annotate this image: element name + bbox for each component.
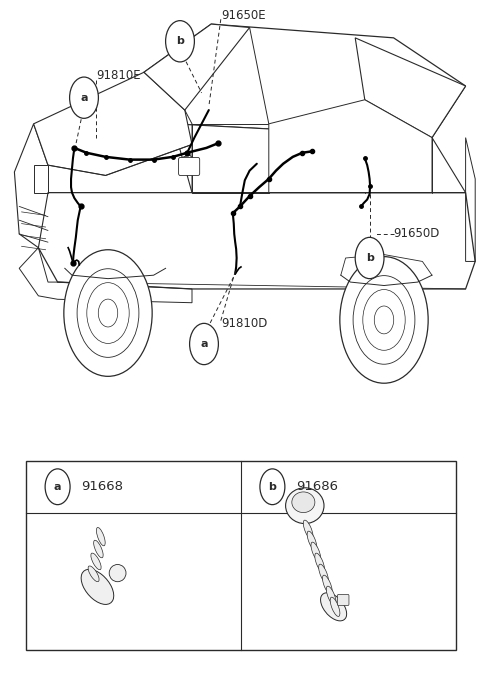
Text: 91686: 91686 [297, 480, 338, 493]
Circle shape [190, 323, 218, 365]
Text: b: b [366, 253, 373, 263]
Polygon shape [34, 72, 192, 175]
Circle shape [87, 283, 129, 343]
Circle shape [340, 257, 428, 383]
Ellipse shape [96, 528, 105, 546]
Polygon shape [144, 24, 250, 110]
Text: 91650E: 91650E [221, 9, 265, 21]
Polygon shape [98, 507, 115, 532]
Circle shape [77, 269, 139, 357]
Polygon shape [466, 138, 475, 261]
Circle shape [166, 21, 194, 62]
Polygon shape [269, 100, 432, 193]
Circle shape [363, 290, 405, 350]
Circle shape [374, 306, 394, 334]
Circle shape [45, 469, 70, 505]
Text: b: b [268, 482, 276, 492]
Text: a: a [200, 339, 208, 349]
Circle shape [353, 276, 415, 364]
Bar [26, 461, 456, 650]
Ellipse shape [311, 542, 321, 561]
Ellipse shape [286, 488, 324, 524]
Ellipse shape [303, 520, 313, 539]
Ellipse shape [326, 586, 336, 605]
Text: a: a [54, 482, 61, 492]
Text: a: a [80, 93, 88, 103]
Circle shape [260, 469, 285, 505]
Ellipse shape [319, 564, 328, 583]
Circle shape [355, 237, 384, 279]
Ellipse shape [307, 531, 317, 550]
Polygon shape [14, 124, 48, 248]
Ellipse shape [81, 569, 114, 605]
Ellipse shape [292, 492, 315, 513]
Polygon shape [355, 38, 466, 138]
Polygon shape [173, 124, 466, 193]
FancyBboxPatch shape [337, 594, 349, 605]
Ellipse shape [94, 540, 103, 558]
Ellipse shape [321, 593, 347, 621]
Text: 91810E: 91810E [96, 69, 141, 82]
Circle shape [70, 77, 98, 118]
Polygon shape [91, 495, 118, 533]
Ellipse shape [315, 553, 324, 572]
Ellipse shape [323, 575, 332, 594]
Text: 91650D: 91650D [394, 228, 440, 240]
Polygon shape [19, 248, 192, 303]
Ellipse shape [330, 597, 340, 616]
Text: 91810D: 91810D [221, 317, 267, 330]
Polygon shape [144, 24, 466, 138]
Ellipse shape [109, 564, 126, 582]
FancyBboxPatch shape [179, 158, 200, 175]
Ellipse shape [88, 566, 99, 581]
Polygon shape [34, 165, 48, 193]
Text: 91668: 91668 [82, 480, 124, 493]
Text: b: b [176, 36, 184, 46]
Circle shape [98, 299, 118, 327]
Ellipse shape [91, 553, 101, 570]
Circle shape [64, 250, 152, 376]
